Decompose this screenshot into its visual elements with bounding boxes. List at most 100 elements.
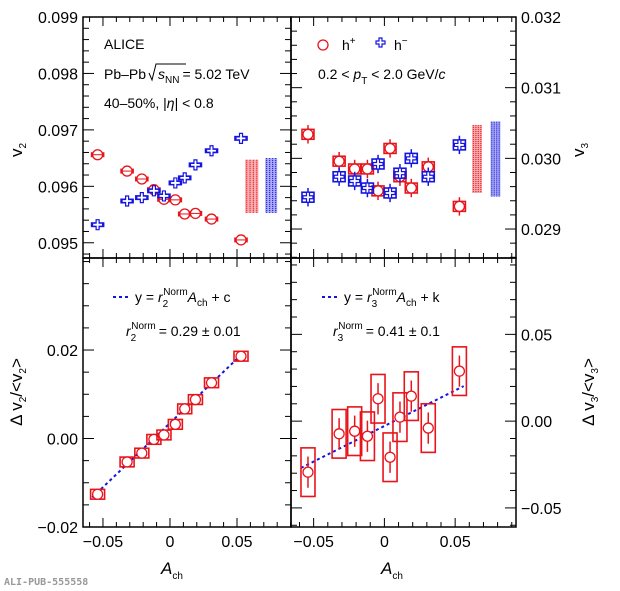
cross-marker-icon [453,139,465,151]
data-point-h-plus [370,373,386,424]
y-tick-label: −0.02 [38,520,79,537]
cross-marker-icon [372,158,384,170]
data-point-h-minus [90,219,105,231]
data-point-h-plus [188,207,203,220]
y-tick-label: 0.02 [47,343,78,360]
y-axis-title-v3: v3 [569,143,591,158]
data-point-h-plus [382,432,398,483]
data-point-h-plus [119,456,135,468]
x-tick-label: 0 [380,534,389,551]
data-point-h-minus [168,177,183,189]
panel-frame [290,16,517,259]
circle-marker-icon [453,365,466,377]
circle-marker-icon [121,456,133,468]
syst-band-h-minus [490,121,501,197]
cross-marker-icon [384,187,396,199]
legend-h-plus-marker [317,39,329,51]
circle-marker-icon [302,128,314,140]
y-tick-label: 0.096 [38,179,78,196]
circle-marker-icon [333,428,345,440]
data-point-h-plus [176,403,193,415]
cross-marker-icon [302,191,314,203]
circle-marker-icon [453,200,466,213]
data-point-h-plus [89,488,106,500]
data-point-h-minus [204,145,219,157]
syst-error-box [370,373,386,424]
cross-marker-icon [333,171,345,183]
data-point-h-plus [203,377,220,389]
circle-marker-icon [394,411,406,423]
data-point-h-plus [451,346,468,397]
data-point-h-minus [147,185,161,197]
data-point-h-plus [168,194,183,206]
y-axis-title-v2: v2 [7,143,29,158]
circle-marker-icon [169,418,181,431]
data-point-h-minus [360,178,375,198]
data-point-h-plus [332,151,346,171]
syst-error-box [403,371,420,422]
data-point-h-plus [135,173,149,185]
data-point-h-minus [188,159,203,171]
sqrt-symbol-icon [148,63,186,82]
data-point-h-minus [383,183,397,203]
experiment-label: ALICE [104,36,144,52]
syst-band-h-plus [472,125,483,193]
y-tick-label: 0.00 [521,414,552,431]
circle-marker-icon [189,393,202,406]
x-tick-label: 0.05 [221,534,252,551]
cross-marker-icon [349,175,361,187]
cross-marker-icon [158,190,170,202]
centrality-label: 40–50%, |η| < 0.8 [104,95,214,111]
y-tick-label: 0.031 [521,81,561,98]
circle-marker-icon [384,451,396,463]
syst-error-box [392,392,408,443]
circle-marker-icon [205,377,218,389]
data-point-h-minus [234,132,248,144]
data-point-h-plus [234,234,248,246]
x-axis-title-right: Ach [380,559,403,582]
y-axis-title-dv2: Δ v2/<v2> [7,358,29,426]
collision-system-label: Pb–Pb [104,66,146,82]
circle-marker-icon [349,425,361,437]
x-axis-title-left: Ach [160,559,183,582]
cross-marker-icon [169,177,181,189]
legend-h-plus-label: h+ [342,36,356,53]
data-point-h-plus [420,402,437,454]
y-tick-label: 0.098 [38,66,78,83]
circle-marker-icon [361,163,374,175]
r3-norm-value: r3Norm = 0.41 ± 0.1 [333,321,440,344]
cross-marker-icon [189,159,202,171]
circle-marker-icon [302,466,314,478]
x-tick-label: 0 [166,534,175,551]
y-tick-label: 0.095 [38,236,78,253]
data-point-h-plus [233,350,249,362]
panel-v3: 0.029 0.030 0.031 0.032 [290,10,561,259]
circle-marker-icon [372,393,384,405]
y-axis-title-dv3: Δ v3/<v3> [579,358,601,426]
circle-marker-icon [361,430,374,442]
data-point-h-plus [360,159,375,179]
syst-error-box [331,408,347,459]
data-point-h-plus [404,178,419,198]
y-tick-label: 0.097 [38,123,78,140]
syst-error-box [451,346,468,397]
circle-marker-icon [235,350,247,362]
y-tick-label: 0.029 [521,222,561,239]
cross-marker-icon [179,172,191,184]
syst-error-box [382,432,398,483]
cross-marker-icon [394,167,406,179]
data-point-h-minus [421,167,436,186]
cross-marker-icon [92,219,104,231]
data-point-h-minus [120,195,134,207]
data-point-h-plus [331,408,347,459]
y-tick-label: 0.099 [38,10,78,27]
circle-marker-icon [333,155,345,167]
circle-marker-icon [158,429,170,441]
data-point-h-plus [300,447,316,498]
data-point-h-plus [383,139,397,158]
cross-marker-icon [405,152,417,164]
y-tick-label: 0.05 [521,327,552,344]
data-point-h-minus [452,135,467,155]
panel-frame [82,16,292,259]
